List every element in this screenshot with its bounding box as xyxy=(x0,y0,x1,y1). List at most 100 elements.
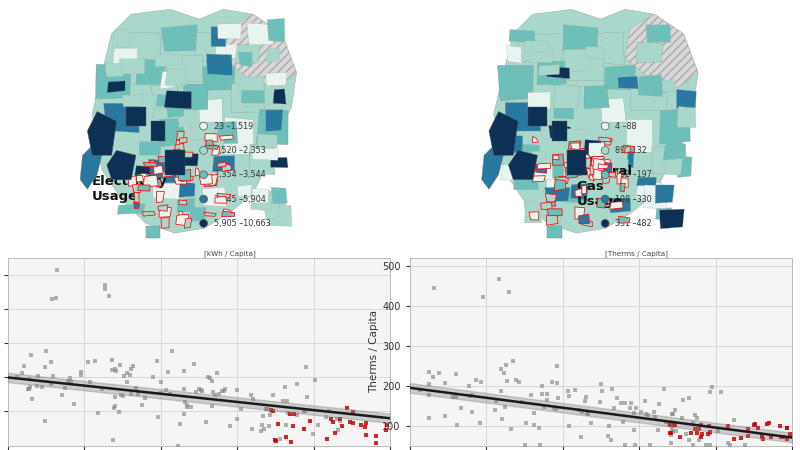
Point xyxy=(125,366,138,373)
Point xyxy=(121,378,134,386)
Polygon shape xyxy=(160,122,179,144)
Text: 23 –1,519: 23 –1,519 xyxy=(214,122,253,130)
Point xyxy=(702,423,715,430)
Point xyxy=(499,361,512,368)
Polygon shape xyxy=(156,94,174,106)
Point xyxy=(627,426,640,433)
Point xyxy=(664,421,677,428)
Point xyxy=(615,400,628,407)
Point xyxy=(290,411,303,418)
Polygon shape xyxy=(242,86,265,103)
Point xyxy=(108,404,121,411)
Polygon shape xyxy=(617,173,622,184)
Point xyxy=(108,393,121,400)
Point xyxy=(22,375,35,382)
Polygon shape xyxy=(178,200,187,205)
Polygon shape xyxy=(166,104,184,117)
Polygon shape xyxy=(164,91,191,109)
Polygon shape xyxy=(514,166,538,190)
Point xyxy=(462,383,475,390)
Polygon shape xyxy=(251,190,272,210)
Point xyxy=(704,441,717,448)
Point xyxy=(569,386,582,393)
Text: 4 –88: 4 –88 xyxy=(615,122,637,130)
Point xyxy=(234,405,247,412)
Point xyxy=(607,405,620,412)
Point xyxy=(652,400,665,407)
Polygon shape xyxy=(92,9,297,233)
Point xyxy=(285,438,298,446)
Point xyxy=(279,422,292,429)
Point xyxy=(360,419,373,426)
Polygon shape xyxy=(179,212,182,222)
Point xyxy=(270,437,282,444)
Polygon shape xyxy=(211,27,226,47)
Text: Natural
Gas
Usage: Natural Gas Usage xyxy=(577,165,633,208)
Point xyxy=(438,379,451,387)
Point xyxy=(298,425,311,432)
Polygon shape xyxy=(222,163,232,171)
Point xyxy=(761,421,774,428)
Point xyxy=(634,409,647,416)
Point xyxy=(659,418,672,425)
Polygon shape xyxy=(605,65,635,90)
Polygon shape xyxy=(155,55,182,67)
Polygon shape xyxy=(549,125,571,139)
Point xyxy=(666,425,678,432)
Circle shape xyxy=(602,220,609,227)
Polygon shape xyxy=(204,212,216,216)
Point xyxy=(618,399,631,406)
Point xyxy=(623,405,636,412)
Polygon shape xyxy=(157,179,162,187)
Point xyxy=(282,410,294,417)
Polygon shape xyxy=(238,52,252,67)
Polygon shape xyxy=(668,140,683,156)
Polygon shape xyxy=(500,165,529,180)
Point xyxy=(493,275,506,283)
Point xyxy=(291,380,304,387)
Polygon shape xyxy=(582,220,592,227)
Polygon shape xyxy=(575,207,585,219)
Point xyxy=(679,431,692,438)
Polygon shape xyxy=(506,45,522,63)
Polygon shape xyxy=(149,159,168,179)
Point xyxy=(550,405,562,413)
Point xyxy=(669,421,682,428)
Point xyxy=(712,428,725,435)
Polygon shape xyxy=(578,214,590,224)
Point xyxy=(56,392,69,399)
Point xyxy=(230,387,243,394)
Polygon shape xyxy=(528,92,550,109)
Polygon shape xyxy=(166,55,202,81)
Polygon shape xyxy=(151,84,179,109)
Point xyxy=(347,409,360,416)
Polygon shape xyxy=(659,209,684,229)
Text: 331 –482: 331 –482 xyxy=(615,219,652,228)
Polygon shape xyxy=(601,159,612,169)
Polygon shape xyxy=(622,145,634,153)
Point xyxy=(159,387,172,394)
Point xyxy=(246,396,259,403)
Y-axis label: Therms / Capita: Therms / Capita xyxy=(370,310,379,393)
Point xyxy=(510,376,522,383)
Point xyxy=(423,380,436,387)
Point xyxy=(35,383,48,391)
Point xyxy=(498,370,510,377)
Polygon shape xyxy=(603,162,612,172)
Point xyxy=(32,373,45,380)
Point xyxy=(764,434,777,441)
Point xyxy=(114,392,127,399)
Polygon shape xyxy=(590,175,594,181)
Polygon shape xyxy=(237,184,252,197)
Point xyxy=(450,371,462,378)
Polygon shape xyxy=(564,129,584,149)
Point xyxy=(154,378,167,385)
Polygon shape xyxy=(158,127,184,147)
Polygon shape xyxy=(535,164,547,173)
Polygon shape xyxy=(584,86,610,108)
Polygon shape xyxy=(116,32,161,63)
Polygon shape xyxy=(179,138,187,143)
Polygon shape xyxy=(178,169,190,181)
Point xyxy=(610,394,623,401)
Point xyxy=(703,428,716,436)
